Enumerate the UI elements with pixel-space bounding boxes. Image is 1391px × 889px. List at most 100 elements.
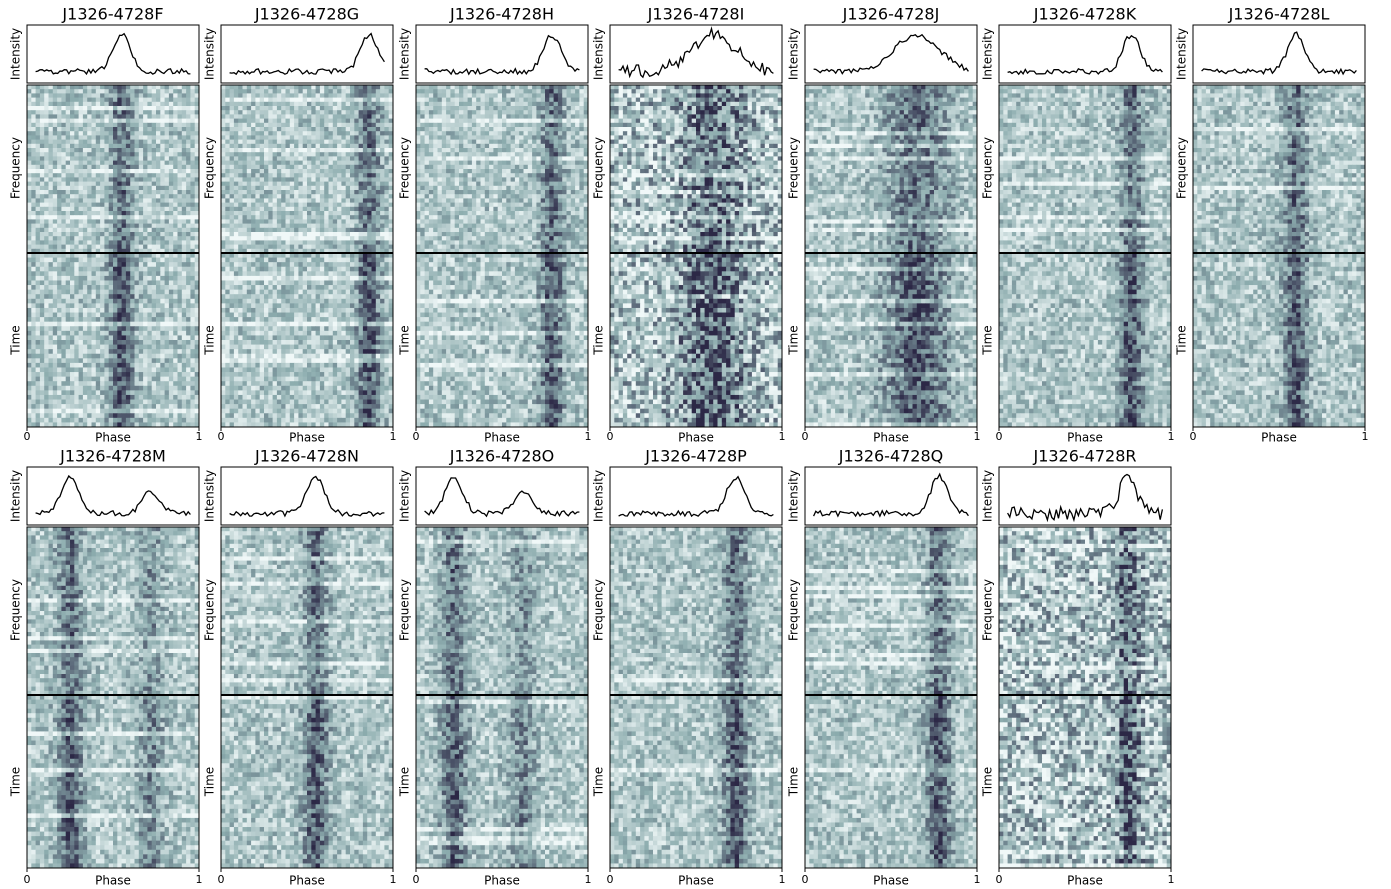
heatmap-cell <box>272 139 278 145</box>
heatmap-cell <box>35 253 41 258</box>
heatmap-cell <box>164 131 170 136</box>
heatmap-cell <box>186 413 191 419</box>
heatmap-cell <box>168 181 174 187</box>
heatmap-cell <box>91 253 97 258</box>
heatmap-cell <box>177 390 183 396</box>
heatmap-cell <box>380 223 385 229</box>
x-tick-label: 0 <box>24 430 31 443</box>
heatmap-cell <box>268 219 273 224</box>
heatmap-cell <box>117 244 122 250</box>
heatmap-cell <box>233 97 239 103</box>
heatmap-cell <box>298 164 304 170</box>
heatmap-cell <box>143 194 148 199</box>
x-tick-label: 1 <box>196 430 203 443</box>
heatmap-cell <box>354 194 359 199</box>
heatmap-cell <box>332 110 338 115</box>
heatmap-cell <box>190 289 196 295</box>
heatmap-cell <box>113 215 118 220</box>
heatmap-cell <box>319 118 325 124</box>
heatmap-cell <box>332 97 338 103</box>
heatmap-cell <box>156 135 161 140</box>
heatmap-cell <box>117 289 122 295</box>
heatmap-cell <box>173 280 178 286</box>
heatmap-cell <box>221 177 226 182</box>
heatmap-cell <box>35 236 41 241</box>
heatmap-cell <box>221 152 226 157</box>
heatmap-cell <box>100 122 105 128</box>
heatmap-cell <box>39 202 45 208</box>
heatmap-cell <box>143 185 148 191</box>
heatmap-cell <box>186 85 191 90</box>
heatmap-cell <box>143 404 148 410</box>
heatmap-cell <box>74 353 79 359</box>
heatmap-cell <box>168 285 174 291</box>
heatmap-cell <box>337 236 342 241</box>
heatmap-cell <box>285 152 291 157</box>
heatmap-cell <box>229 101 235 107</box>
heatmap-cell <box>229 202 235 208</box>
heatmap-cell <box>27 227 32 233</box>
heatmap-cell <box>65 372 71 378</box>
heatmap-cell <box>104 312 110 318</box>
heatmap-cell <box>27 236 32 241</box>
heatmap-cell <box>190 294 196 300</box>
heatmap-cell <box>74 358 79 364</box>
heatmap-cell <box>190 385 196 391</box>
heatmap-cell <box>255 275 261 281</box>
heatmap-cell <box>100 127 105 132</box>
heatmap-cell <box>221 110 226 115</box>
heatmap-cell <box>380 275 385 281</box>
heatmap-cell <box>39 298 45 304</box>
heatmap-cell <box>48 248 54 254</box>
heatmap-cell <box>238 110 243 115</box>
heatmap-cell <box>367 156 372 161</box>
heatmap-cell <box>285 194 291 199</box>
heatmap-cell <box>82 417 88 423</box>
heatmap-cell <box>281 106 286 111</box>
heatmap-cell <box>27 194 32 199</box>
heatmap-cell <box>177 408 183 414</box>
heatmap-cell <box>164 289 170 295</box>
heatmap-cell <box>362 219 368 224</box>
heatmap-cell <box>160 367 165 373</box>
heatmap-cell <box>121 321 127 327</box>
heatmap-cell <box>337 110 342 115</box>
heatmap-cell <box>194 244 200 250</box>
heatmap-cell <box>358 101 364 107</box>
heatmap-cell <box>87 143 92 149</box>
heatmap-cell <box>173 362 178 368</box>
heatmap-cell <box>44 298 49 304</box>
heatmap-cell <box>91 194 97 199</box>
heatmap-cell <box>238 148 243 153</box>
heatmap-cell <box>35 211 41 216</box>
heatmap-cell <box>173 262 178 268</box>
heatmap-cell <box>190 253 196 258</box>
heatmap-cell <box>35 135 41 140</box>
heatmap-cell <box>113 262 118 268</box>
heatmap-cell <box>341 266 347 272</box>
heatmap-cell <box>134 289 140 295</box>
heatmap-cell <box>151 275 157 281</box>
heatmap-cell <box>358 160 364 166</box>
heatmap-cell <box>221 131 226 136</box>
heatmap-cell <box>332 215 338 220</box>
heatmap-cell <box>354 169 359 174</box>
heatmap-cell <box>121 303 127 309</box>
heatmap-cell <box>255 164 261 170</box>
heatmap-cell <box>281 148 286 153</box>
heatmap-cell <box>52 376 58 382</box>
heatmap-cell <box>151 298 157 304</box>
heatmap-cell <box>164 173 170 178</box>
heatmap-cell <box>354 122 359 128</box>
heatmap-cell <box>61 190 67 195</box>
heatmap-cell <box>384 223 390 229</box>
heatmap-cell <box>95 367 101 373</box>
heatmap-cell <box>74 194 79 199</box>
heatmap-cell <box>221 118 226 124</box>
heatmap-cell <box>384 156 390 161</box>
heatmap-cell <box>324 110 329 115</box>
heatmap-cell <box>65 413 71 419</box>
heatmap-cell <box>337 122 342 128</box>
heatmap-cell <box>332 169 338 174</box>
heatmap-cell <box>380 122 385 128</box>
